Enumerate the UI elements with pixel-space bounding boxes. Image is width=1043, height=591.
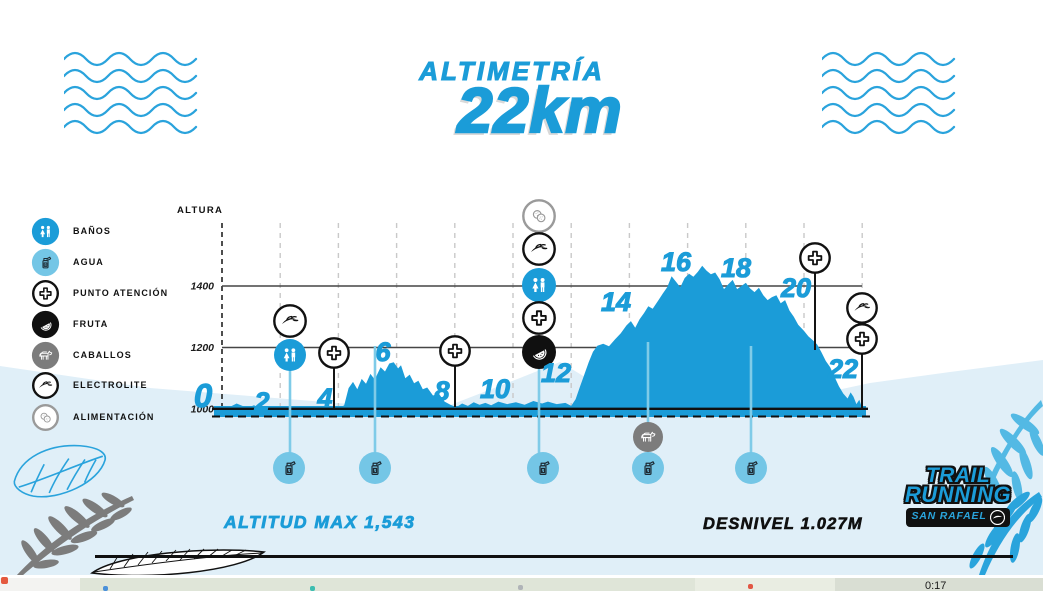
punto-atencion-icon bbox=[318, 337, 350, 369]
logo-swoosh-icon bbox=[989, 509, 1005, 525]
strip-marker bbox=[1, 577, 8, 584]
strip-marker bbox=[748, 584, 753, 589]
caballos-icon bbox=[31, 341, 60, 369]
agua-icon bbox=[527, 452, 559, 484]
distance-title: 22km bbox=[456, 76, 623, 146]
punto-atencion-icon bbox=[799, 242, 831, 274]
punto-atencion-icon bbox=[522, 301, 556, 335]
km-label-4: 4 bbox=[316, 383, 332, 413]
bottom-edge-strip: 0:17 bbox=[0, 575, 1043, 591]
agua-icon bbox=[31, 248, 60, 276]
palm-frond-blue-decoration bbox=[969, 400, 1043, 575]
electrolite-icon bbox=[522, 232, 556, 266]
punto-atencion-icon bbox=[846, 323, 878, 355]
banos-icon bbox=[274, 339, 306, 371]
km-label-8: 8 bbox=[434, 376, 449, 406]
elevation-profile-area bbox=[222, 265, 863, 417]
legend-item-label: PUNTO ATENCIÓN bbox=[73, 288, 169, 298]
legend-item-fruta: FRUTA bbox=[31, 310, 108, 338]
timestamp-label: 0:17 bbox=[925, 580, 947, 591]
legend-item-alimentacion: ALIMENTACIÓN bbox=[31, 403, 155, 431]
km-label-14: 14 bbox=[601, 287, 631, 317]
legend-item-punto-atencion: PUNTO ATENCIÓN bbox=[31, 279, 168, 307]
strip-segment bbox=[695, 578, 835, 591]
agua-icon bbox=[735, 452, 767, 484]
palm-frond-gray-decoration bbox=[16, 492, 134, 576]
km-label-10: 10 bbox=[480, 374, 510, 404]
agua-icon bbox=[273, 452, 305, 484]
legend-item-label: AGUA bbox=[73, 257, 104, 267]
fruta-icon bbox=[31, 310, 60, 338]
footer-divider bbox=[95, 555, 1013, 558]
logo-line-trail: TRAIL bbox=[925, 464, 991, 487]
logo-line-running: RUNNING bbox=[904, 482, 1012, 508]
trail-running-logo: TRAIL RUNNING SAN RAFAEL bbox=[897, 464, 1019, 527]
electrolite-icon bbox=[846, 292, 878, 324]
page-title: ALTIMETRÍA bbox=[419, 55, 605, 86]
km-label-20: 20 bbox=[780, 273, 811, 303]
y-tick-label: 1400 bbox=[191, 281, 215, 293]
legend-item-caballos: CABALLOS bbox=[31, 341, 132, 369]
agua-icon bbox=[632, 452, 664, 484]
banos-icon bbox=[31, 217, 60, 245]
y-tick-label: 1200 bbox=[191, 342, 215, 354]
km-label-12: 12 bbox=[541, 358, 571, 388]
altitude-max-stat: ALTITUD MAX 1,543 bbox=[224, 512, 416, 533]
legend-item-label: ALIMENTACIÓN bbox=[73, 412, 155, 422]
alimentacion-icon bbox=[31, 403, 60, 431]
strip-marker bbox=[310, 586, 315, 591]
punto-atencion-icon bbox=[31, 279, 60, 307]
logo-banner: SAN RAFAEL bbox=[906, 507, 1010, 527]
strip-segment bbox=[0, 578, 80, 591]
caballos-icon bbox=[633, 422, 663, 452]
km-label-2: 2 bbox=[253, 387, 269, 417]
punto-atencion-icon bbox=[439, 335, 471, 367]
km-label-16: 16 bbox=[661, 247, 692, 277]
strip-marker bbox=[103, 586, 108, 591]
legend-item-agua: AGUA bbox=[31, 248, 104, 276]
legend: BAÑOS AGUA PUNTO ATENCIÓN FRUTA CABALLOS ELEC… bbox=[0, 0, 220, 450]
legend-item-label: ELECTROLITE bbox=[73, 380, 148, 390]
strip-marker bbox=[518, 585, 523, 590]
fruta-icon bbox=[522, 335, 556, 369]
logo-line-san-rafael: SAN RAFAEL bbox=[911, 510, 987, 523]
legend-item-label: CABALLOS bbox=[73, 350, 132, 360]
electrolite-icon bbox=[273, 304, 307, 338]
km-label-0: 0 bbox=[194, 377, 213, 414]
legend-item-banos: BAÑOS bbox=[31, 217, 111, 245]
electrolite-icon bbox=[31, 371, 60, 399]
legend-item-label: BAÑOS bbox=[73, 226, 112, 236]
y-tick-label: 1000 bbox=[191, 404, 215, 416]
km-label-22: 22 bbox=[827, 354, 858, 384]
legend-item-label: FRUTA bbox=[73, 319, 109, 329]
km-label-18: 18 bbox=[721, 253, 751, 283]
y-axis-title: ALTURA bbox=[177, 205, 224, 216]
agua-icon bbox=[359, 452, 391, 484]
alimentacion-icon bbox=[522, 199, 556, 233]
strip-segment bbox=[80, 578, 695, 591]
elevation-gain-stat: DESNIVEL 1.027M bbox=[703, 515, 863, 534]
strip-segment bbox=[835, 578, 1043, 591]
leaf-outline-decoration bbox=[13, 444, 107, 498]
feather-outline-decoration bbox=[90, 548, 266, 577]
legend-item-electrolite: ELECTROLITE bbox=[31, 371, 148, 399]
banos-icon bbox=[522, 268, 556, 302]
km-label-6: 6 bbox=[375, 337, 391, 367]
